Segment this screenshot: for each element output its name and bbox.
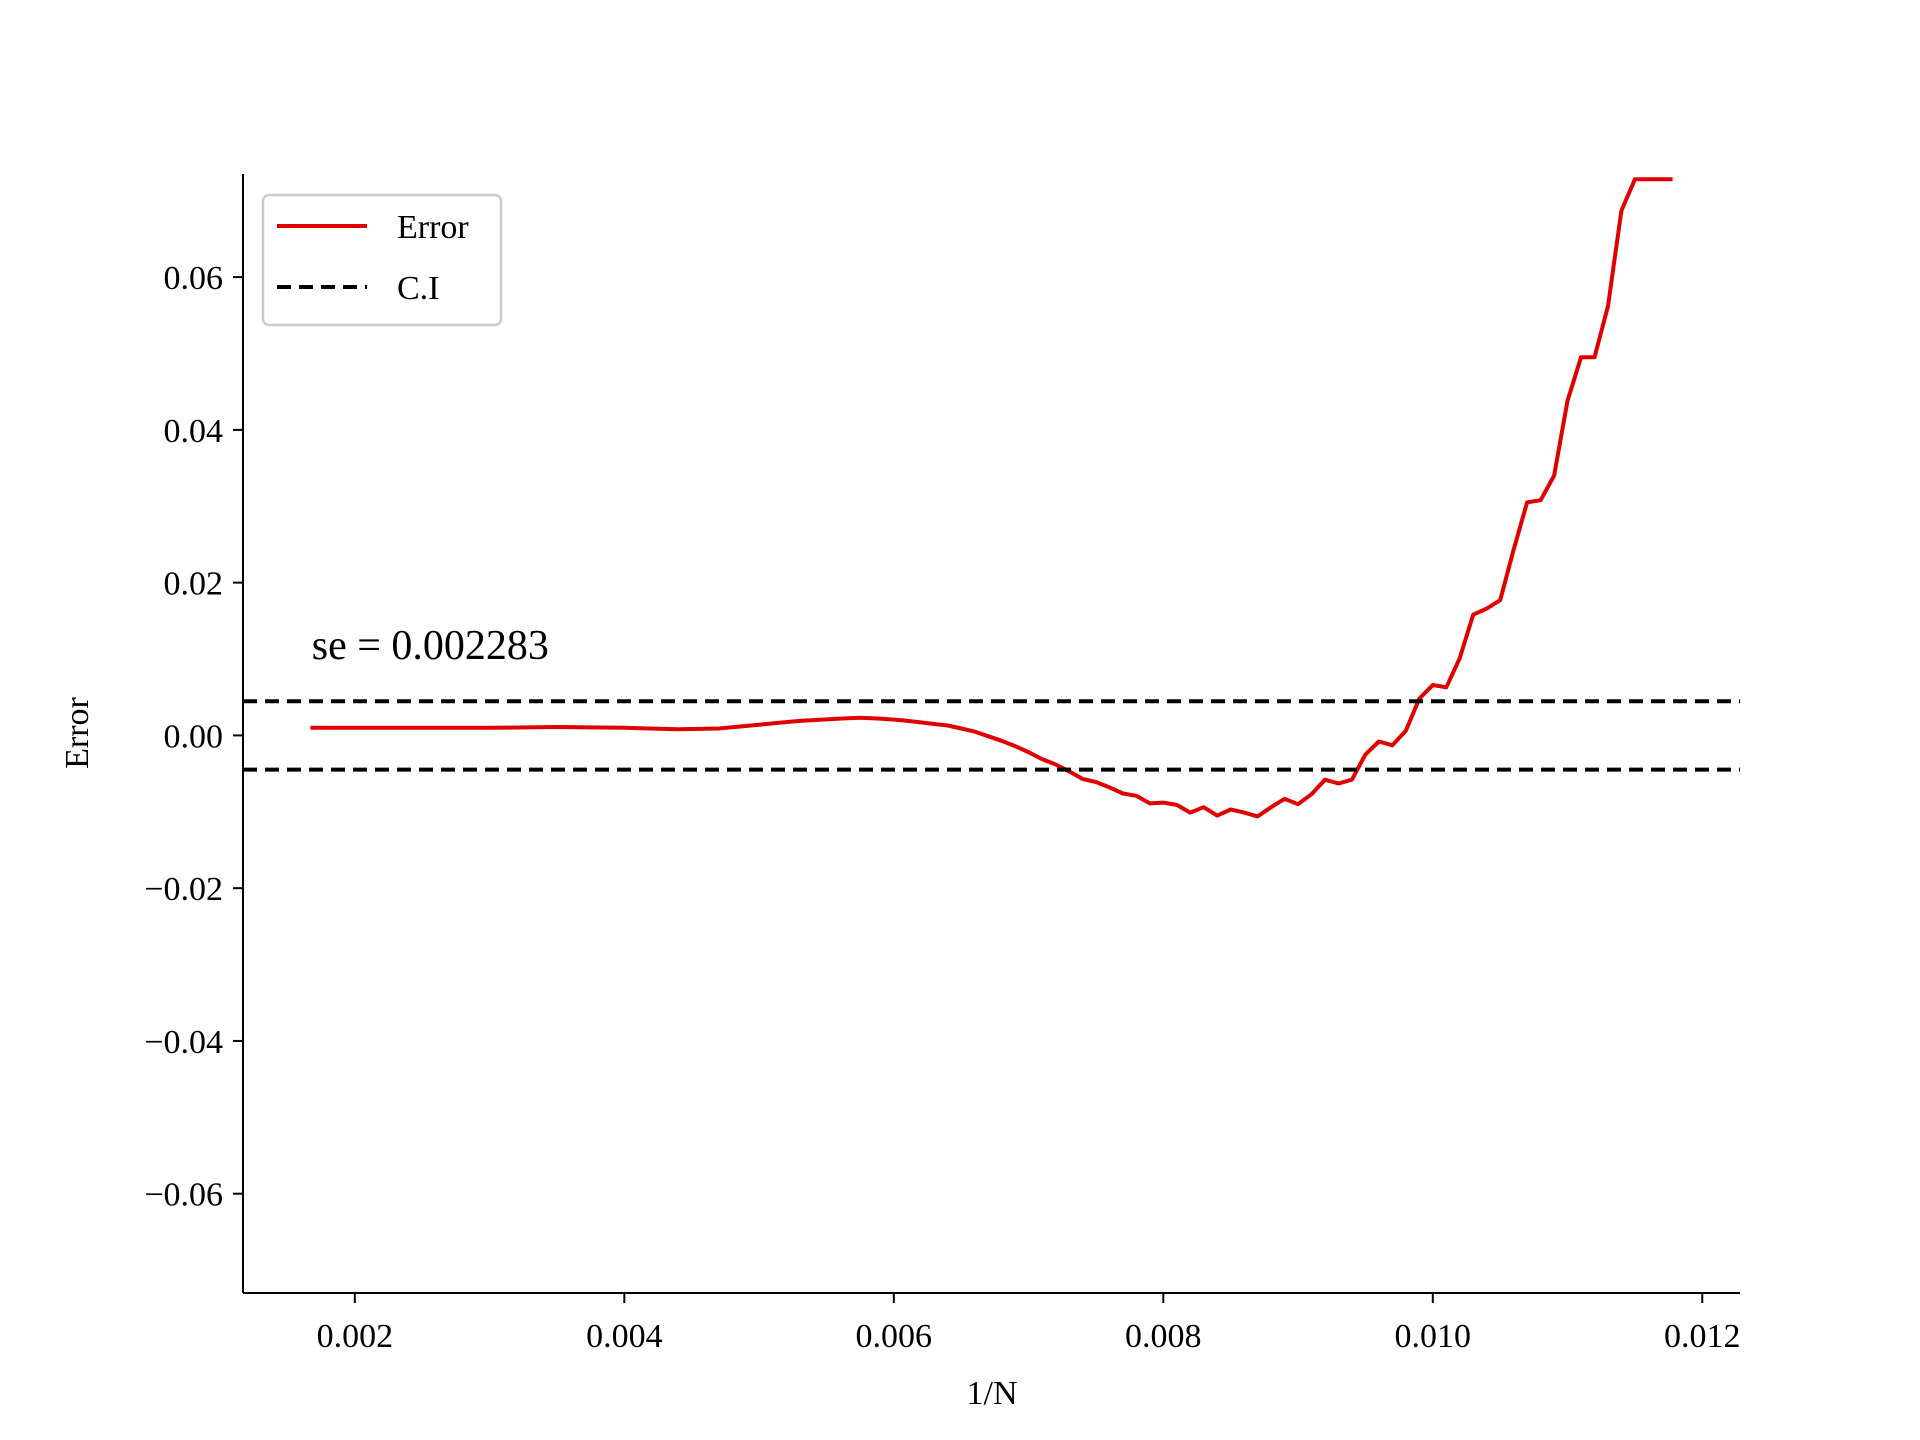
x-tick-label: 0.008 (1125, 1318, 1202, 1355)
y-axis-label: Error (59, 696, 96, 768)
y-tick-label: 0.06 (164, 260, 224, 297)
legend-label-error: Error (397, 209, 469, 246)
x-axis-label: 1/N (967, 1375, 1018, 1412)
y-tick-label: 0.02 (164, 566, 224, 603)
x-tick-label: 0.004 (586, 1318, 663, 1355)
error-line (310, 177, 1673, 819)
y-tick-label: −0.02 (144, 871, 223, 908)
x-ticks: 0.002 0.004 0.006 0.008 0.010 0.012 (317, 1293, 1741, 1355)
y-tick-label: −0.06 (144, 1177, 223, 1214)
y-tick-label: 0.00 (164, 718, 224, 755)
x-tick-label: 0.006 (856, 1318, 933, 1355)
se-annotation: se = 0.002283 (312, 623, 549, 669)
y-tick-label: −0.04 (144, 1024, 223, 1061)
legend-label-ci: C.I (397, 270, 440, 307)
x-tick-label: 0.002 (317, 1318, 394, 1355)
legend: Error C.I (261, 193, 503, 327)
y-ticks: −0.06 −0.04 −0.02 0.00 0.02 0.04 0.06 (144, 260, 243, 1214)
x-tick-label: 0.010 (1395, 1318, 1472, 1355)
series-layer (243, 177, 1740, 819)
x-tick-label: 0.012 (1664, 1318, 1741, 1355)
y-tick-label: 0.04 (164, 413, 224, 450)
